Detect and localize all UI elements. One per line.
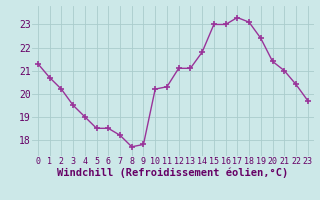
- X-axis label: Windchill (Refroidissement éolien,°C): Windchill (Refroidissement éolien,°C): [57, 168, 288, 178]
